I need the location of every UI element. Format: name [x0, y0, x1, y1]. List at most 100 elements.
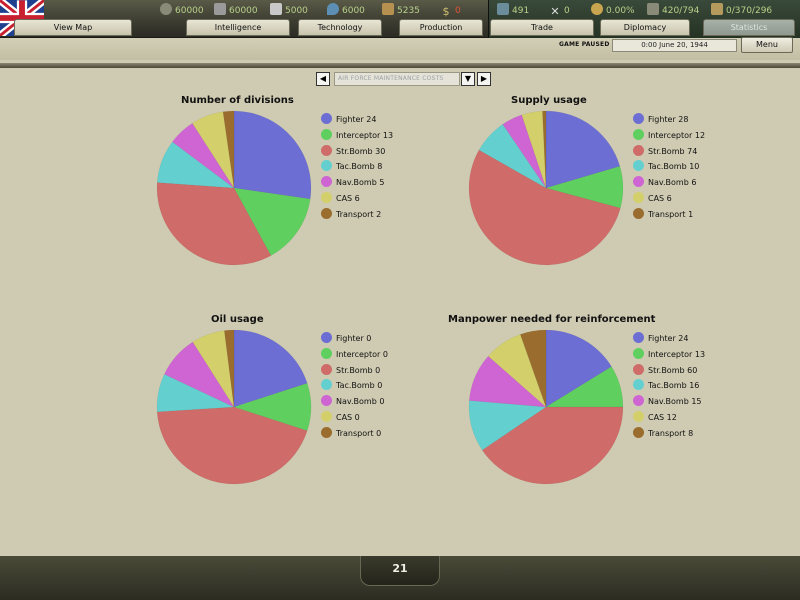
pie-slice-transport [222, 110, 235, 189]
legend-item-cas: CAS 6 [633, 191, 705, 208]
tab-view-map[interactable]: View Map [14, 19, 132, 36]
legend-swatch-icon [633, 160, 644, 172]
legend-label: Transport 8 [648, 428, 694, 438]
pie-slice-nav-bomb [469, 355, 547, 408]
chart-legend: Fighter 28 Interceptor 12 Str.Bomb 74 Tac.B… [633, 113, 705, 224]
legend-item-str-bomb: Str.Bomb 60 [633, 363, 705, 380]
legend-item-tac-bomb: Tac.Bomb 8 [321, 160, 393, 176]
tab-technology[interactable]: Technology [298, 19, 382, 36]
chart-oil-usage: Oil usage Fighter 0 Interceptor 0 Str.Bomb… [155, 314, 475, 519]
legend-swatch-icon [633, 332, 644, 343]
next-statistic-button[interactable]: ▶ [477, 72, 491, 86]
pie-slice-cas [192, 111, 235, 189]
legend-swatch-icon [633, 144, 644, 156]
legend-item-transport: Transport 1 [633, 207, 705, 224]
money-icon: $ [442, 5, 450, 18]
legend-swatch-icon [321, 332, 332, 343]
legend-item-interceptor: Interceptor 12 [633, 128, 706, 145]
country-flag-icon[interactable] [0, 0, 44, 36]
menu-button[interactable]: Menu [741, 37, 793, 53]
statistics-selector: ◀ AIR FORCE MAINTENANCE COSTS ▼ ▶ [316, 71, 492, 87]
legend-item-interceptor: Interceptor 13 [633, 347, 706, 364]
transport-capacity-stat: 0/370/296 [711, 3, 772, 19]
chart-title: Oil usage [211, 314, 264, 325]
pie-slice-str-bomb [468, 149, 621, 266]
tab-statistics[interactable]: Statistics [703, 19, 795, 36]
legend-item-tac-bomb: Tac.Bomb 0 [321, 379, 388, 395]
pie-chart [156, 110, 312, 266]
legend-label: Str.Bomb 30 [336, 146, 386, 156]
pie-slice-str-bomb [481, 406, 624, 485]
legend-swatch-icon [633, 363, 644, 375]
supplies-resource: 5235 [382, 3, 420, 19]
legend-label: Transport 0 [336, 428, 382, 438]
rare-materials-icon [270, 3, 282, 15]
legend-label: Tac.Bomb 10 [648, 162, 700, 172]
pie-slice-str-bomb [156, 182, 272, 266]
legend-swatch-icon [321, 113, 332, 124]
legend-label: Interceptor 13 [648, 349, 706, 359]
pie-slice-tac-bomb [468, 400, 547, 451]
dissent-icon [591, 3, 603, 15]
legend-item-interceptor: Interceptor 13 [321, 128, 393, 145]
legend-item-cas: CAS 6 [321, 191, 393, 208]
oil-resource: 6000 [327, 3, 365, 19]
legend-item-transport: Transport 0 [321, 426, 388, 443]
arrow-right-icon: ▶ [480, 74, 488, 83]
pie-slice-nav-bomb [502, 114, 547, 189]
legend-item-fighter: Fighter 28 [633, 113, 705, 129]
pie-slice-fighter [233, 110, 312, 200]
tab-intelligence[interactable]: Intelligence [186, 19, 290, 36]
pie-slice-tac-bomb [156, 141, 235, 189]
energy-resource: 60000 [160, 3, 204, 19]
legend-item-tac-bomb: Tac.Bomb 16 [633, 379, 705, 395]
legend-label: Str.Bomb 60 [648, 365, 698, 375]
legend-item-str-bomb: Str.Bomb 74 [633, 144, 705, 161]
legend-swatch-icon [321, 144, 332, 156]
legend-swatch-icon [633, 113, 644, 124]
tab-diplomacy[interactable]: Diplomacy [600, 19, 690, 36]
diplomats-stat: ✕ 0 [550, 5, 570, 18]
pie-slice-cas [192, 330, 235, 408]
chart-legend: Fighter 24 Interceptor 13 Str.Bomb 60 Tac.B… [633, 332, 705, 443]
legend-label: Str.Bomb 74 [648, 146, 698, 156]
legend-swatch-icon [321, 160, 332, 172]
legend-label: CAS 0 [336, 412, 360, 422]
legend-item-interceptor: Interceptor 0 [321, 347, 388, 364]
chart-manpower-reinforcement: Manpower needed for reinforcement Fighte… [448, 314, 787, 519]
pie-slice-nav-bomb [163, 341, 235, 408]
legend-item-fighter: Fighter 0 [321, 332, 388, 348]
legend-swatch-icon [321, 410, 332, 422]
legend-label: Tac.Bomb 8 [336, 162, 383, 172]
chart-title: Manpower needed for reinforcement [448, 314, 656, 325]
chart-title: Number of divisions [181, 95, 294, 106]
legend-label: Str.Bomb 0 [336, 365, 381, 375]
rare-materials-resource: 5000 [270, 3, 308, 19]
pie-slice-transport [520, 329, 547, 408]
manpower-stat: 491 [497, 3, 529, 19]
energy-icon [160, 3, 172, 15]
legend-swatch-icon [321, 347, 332, 359]
legend-label: Interceptor 12 [648, 130, 706, 140]
legend-item-nav-bomb: Nav.Bomb 0 [321, 395, 388, 411]
prev-statistic-button[interactable]: ◀ [316, 72, 330, 86]
legend-item-fighter: Fighter 24 [633, 332, 705, 348]
pie-slice-fighter [545, 110, 621, 189]
money-resource: $0 [440, 3, 461, 19]
pie-slice-interceptor [233, 187, 311, 256]
pie-slice-tac-bomb [478, 123, 547, 189]
tab-production[interactable]: Production [399, 19, 483, 36]
chart-title: Supply usage [511, 95, 587, 106]
legend-swatch-icon [633, 128, 644, 140]
ic-icon [647, 3, 659, 15]
statistic-dropdown-button[interactable]: ▼ [461, 72, 475, 86]
tab-trade[interactable]: Trade [490, 19, 594, 36]
pie-slice-interceptor [545, 366, 624, 408]
pie-slice-interceptor [233, 382, 312, 432]
pie-chart [468, 110, 624, 266]
statistic-select[interactable]: AIR FORCE MAINTENANCE COSTS [334, 72, 460, 86]
legend-item-tac-bomb: Tac.Bomb 10 [633, 160, 705, 176]
legend-item-nav-bomb: Nav.Bomb 5 [321, 176, 393, 192]
pie-chart [156, 329, 312, 485]
manpower-icon [497, 3, 509, 15]
